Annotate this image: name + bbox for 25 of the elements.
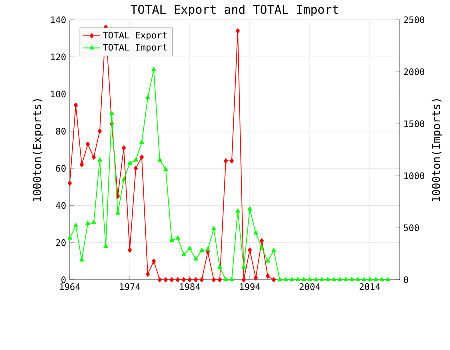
legend-label: TOTAL Import: [103, 44, 167, 53]
y2-tick-label: 2500: [404, 16, 425, 24]
legend-label: TOTAL Export: [103, 32, 167, 40]
y2-tick-label: 1000: [404, 172, 425, 180]
y2-axis-title: 1000ton(Imports): [432, 100, 443, 202]
x-tick-label: 1964: [60, 284, 80, 290]
y-tick-label: 40: [56, 202, 66, 210]
x-tick-label: 1984: [180, 284, 200, 290]
y2-tick-label: 0: [404, 276, 408, 284]
y-axis-title: 1000ton(Exports): [32, 100, 44, 202]
x-tick-label: 1974: [120, 284, 140, 290]
x-tick-label: 2004: [300, 284, 320, 290]
x-tick-label: 2014: [360, 284, 380, 290]
y-tick-label: 80: [56, 128, 66, 135]
x-tick-label: 1994: [240, 284, 260, 290]
y2-tick-label: 500: [404, 224, 420, 232]
y-tick-label: 120: [51, 54, 66, 61]
chart-title: TOTAL Export and TOTAL Import: [130, 4, 338, 16]
y-tick-label: 20: [56, 239, 66, 246]
y2-tick-label: 1500: [404, 120, 425, 128]
y-tick-label: 140: [51, 16, 66, 24]
y-tick-label: 100: [51, 90, 66, 98]
y-tick-label: 60: [56, 165, 66, 172]
y-tick-label: 0: [62, 276, 66, 284]
y2-tick-label: 2000: [404, 68, 425, 76]
